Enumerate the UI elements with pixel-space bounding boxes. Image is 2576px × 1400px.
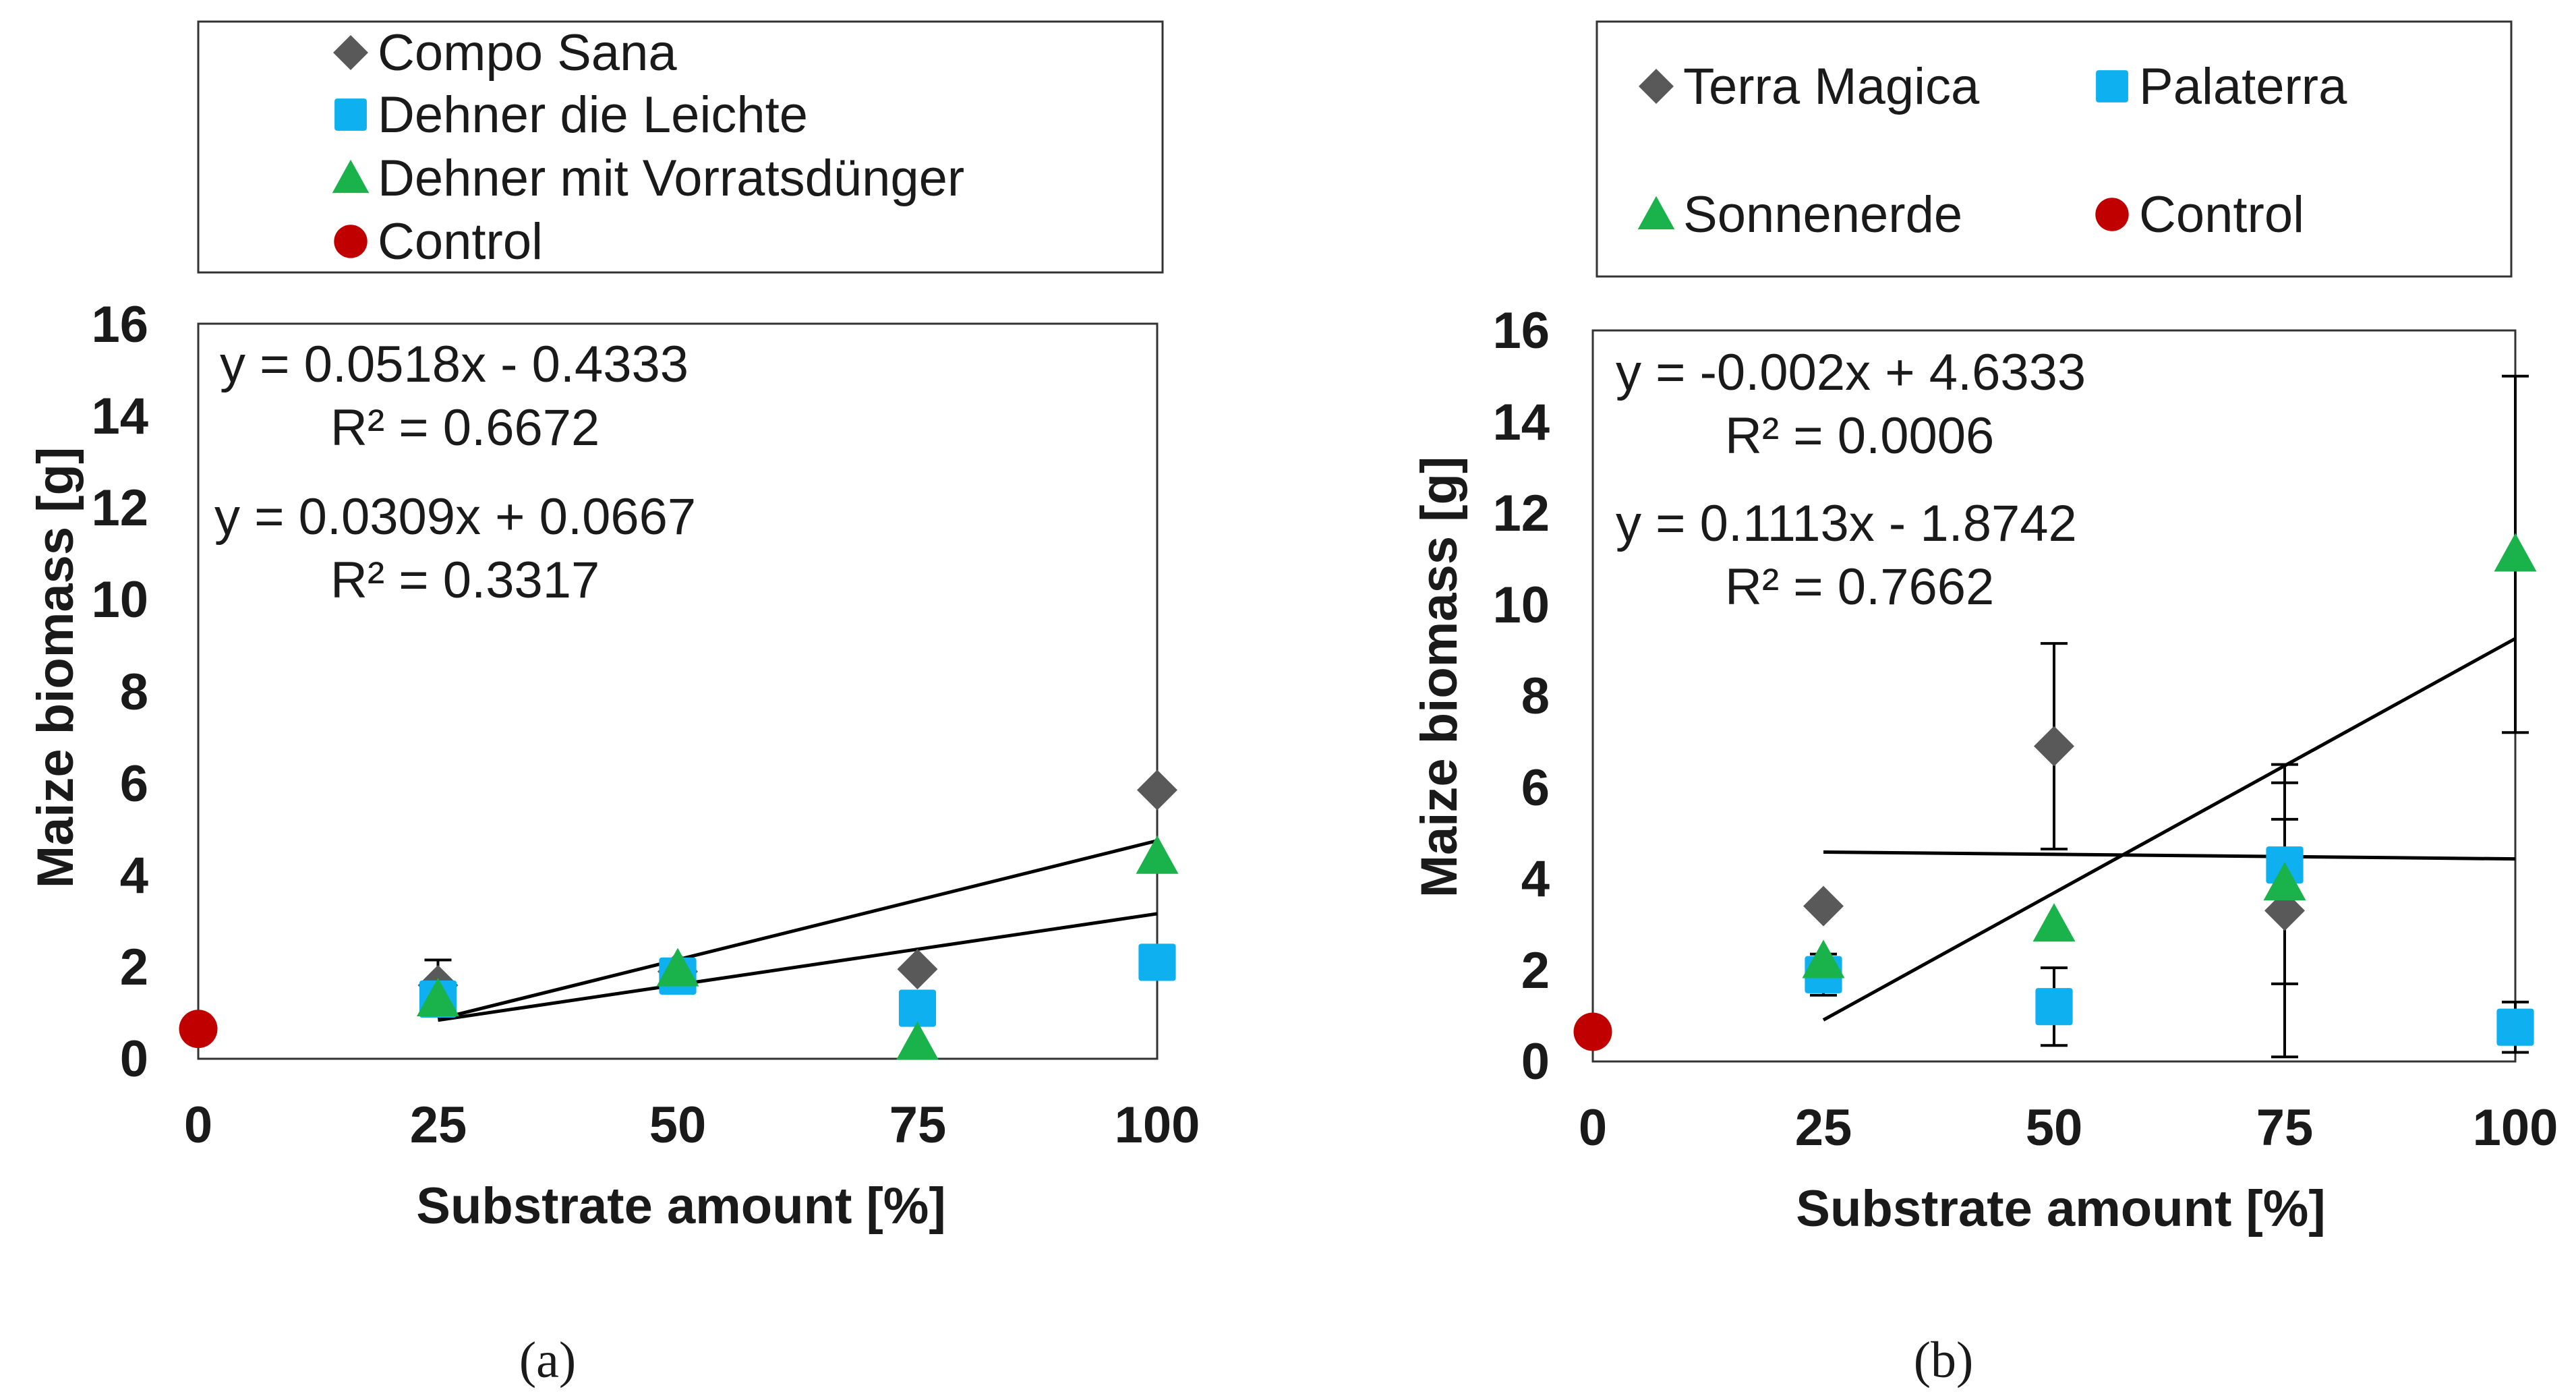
data-point-0-3-0 bbox=[179, 1010, 218, 1049]
data-point-0-2-3 bbox=[1136, 835, 1179, 874]
legend-marker-1-0 bbox=[1639, 69, 1674, 104]
y-tick-a-7: 14 bbox=[91, 388, 148, 445]
legend-marker-1-1 bbox=[2096, 70, 2128, 103]
x-tick-a-0: 0 bbox=[184, 1097, 212, 1154]
data-point-0-2-1 bbox=[656, 947, 699, 987]
data-point-1-2-2 bbox=[2263, 862, 2306, 901]
data-point-1-1-1 bbox=[2035, 988, 2073, 1026]
x-tick-a-3: 75 bbox=[889, 1097, 947, 1154]
equation-a-0: y = 0.0518x - 0.4333 bbox=[220, 336, 689, 393]
y-tick-a-6: 12 bbox=[91, 479, 148, 537]
data-point-0-2-2 bbox=[896, 1021, 939, 1060]
r2-b-1: R² = 0.7662 bbox=[1725, 558, 1994, 616]
legend-marker-0-0 bbox=[333, 35, 368, 70]
y-tick-a-1: 2 bbox=[120, 939, 148, 996]
marks-b bbox=[1573, 69, 2537, 1059]
legend-b-label-0: Terra Magica bbox=[1683, 58, 1980, 115]
chart-b: Terra Magica Palaterra Sonnenerde Contro… bbox=[1411, 20, 2558, 1389]
x-tick-labels-b: 0 25 50 75 100 bbox=[1579, 1099, 2558, 1157]
y-axis-title-a: Maize biomass [g] bbox=[27, 447, 84, 889]
panel-label-a: (a) bbox=[519, 1332, 576, 1389]
y-tick-labels-a: 0 2 4 6 8 10 12 14 16 bbox=[91, 296, 148, 1088]
y-tick-a-8: 16 bbox=[91, 296, 148, 353]
y-tick-b-0: 0 bbox=[1521, 1033, 1550, 1090]
trendline-1-1 bbox=[1822, 637, 2517, 1022]
legend-b-entries: Terra Magica Palaterra Sonnenerde Contro… bbox=[1683, 58, 2347, 243]
plot-area-a bbox=[197, 322, 1159, 1060]
marks-a bbox=[179, 35, 1179, 1060]
legend-a-label-3: Control bbox=[378, 213, 543, 270]
legend-marker-1-2 bbox=[1637, 196, 1675, 230]
y-tick-b-1: 2 bbox=[1521, 942, 1550, 999]
y-tick-a-3: 6 bbox=[120, 755, 148, 813]
x-tick-labels-a: 0 25 50 75 100 bbox=[184, 1097, 1200, 1154]
r2-a-0: R² = 0.6672 bbox=[330, 399, 599, 457]
y-tick-b-4: 8 bbox=[1521, 668, 1550, 725]
data-point-0-0-2 bbox=[897, 949, 938, 990]
data-point-1-3-0 bbox=[1573, 1012, 1612, 1051]
data-point-1-2-0 bbox=[1802, 939, 1845, 979]
x-axis-title-b: Substrate amount [%] bbox=[1796, 1180, 2325, 1237]
data-point-0-2-0 bbox=[417, 977, 459, 1016]
chart-a: Compo Sana Dehner die Leichte Dehner mit… bbox=[27, 20, 1200, 1389]
legend-marker-0-3 bbox=[334, 225, 368, 258]
legend-b-label-3: Control bbox=[2139, 186, 2304, 243]
y-tick-b-3: 6 bbox=[1521, 759, 1550, 817]
y-tick-b-5: 10 bbox=[1492, 577, 1550, 634]
x-tick-a-2: 50 bbox=[649, 1097, 707, 1154]
x-tick-b-3: 75 bbox=[2256, 1099, 2314, 1157]
equation-a-1: y = 0.0309x + 0.0667 bbox=[214, 488, 696, 546]
y-tick-a-0: 0 bbox=[120, 1030, 148, 1088]
data-point-0-1-2 bbox=[898, 989, 937, 1027]
x-axis-title-a: Substrate amount [%] bbox=[416, 1177, 945, 1235]
y-tick-b-2: 4 bbox=[1521, 850, 1550, 908]
trend-annotations-b: y = -0.002x + 4.6333 R² = 0.0006 y = 0.1… bbox=[1616, 344, 2086, 616]
trendline-0-1 bbox=[438, 912, 1158, 1022]
legend-b-label-1: Palaterra bbox=[2139, 58, 2347, 115]
trend-annotations-a: y = 0.0518x - 0.4333 R² = 0.6672 y = 0.0… bbox=[214, 336, 696, 609]
legend-a-entries: Compo Sana Dehner die Leichte Dehner mit… bbox=[378, 24, 964, 270]
data-point-1-0-2 bbox=[2264, 890, 2305, 931]
legend-marker-0-1 bbox=[334, 98, 367, 131]
data-point-1-0-1 bbox=[2034, 726, 2074, 767]
r2-b-0: R² = 0.0006 bbox=[1725, 407, 1994, 465]
x-tick-a-4: 100 bbox=[1115, 1097, 1200, 1154]
legend-b-label-2: Sonnenerde bbox=[1683, 186, 1962, 243]
trendline-1-0 bbox=[1823, 850, 2516, 861]
data-point-1-2-1 bbox=[2032, 903, 2076, 942]
data-point-1-0-0 bbox=[1803, 885, 1844, 927]
x-tick-b-2: 50 bbox=[2026, 1099, 2083, 1157]
data-point-0-0-3 bbox=[1137, 769, 1177, 811]
x-tick-a-1: 25 bbox=[410, 1097, 467, 1154]
y-tick-a-4: 8 bbox=[120, 664, 148, 721]
y-tick-labels-b: 0 2 4 6 8 10 12 14 16 bbox=[1492, 302, 1550, 1090]
data-point-1-1-3 bbox=[2496, 1008, 2534, 1046]
x-tick-b-1: 25 bbox=[1795, 1099, 1852, 1157]
data-point-0-1-3 bbox=[1138, 943, 1176, 981]
legend-a-label-1: Dehner die Leichte bbox=[378, 86, 808, 144]
panel-label-b: (b) bbox=[1914, 1332, 1974, 1389]
x-tick-b-0: 0 bbox=[1579, 1099, 1607, 1157]
equation-b-0: y = -0.002x + 4.6333 bbox=[1616, 344, 2086, 401]
r2-a-1: R² = 0.3317 bbox=[330, 552, 599, 609]
y-tick-a-2: 4 bbox=[120, 847, 148, 904]
y-tick-b-6: 12 bbox=[1492, 485, 1550, 542]
x-tick-b-4: 100 bbox=[2473, 1099, 2558, 1157]
legend-marker-1-3 bbox=[2095, 198, 2129, 231]
trendline-0-0 bbox=[437, 839, 1158, 1021]
equation-b-1: y = 0.1113x - 1.8742 bbox=[1616, 495, 2077, 552]
y-axis-title-b: Maize biomass [g] bbox=[1411, 457, 1468, 898]
data-point-1-2-3 bbox=[2494, 533, 2537, 572]
legend-b-box bbox=[1596, 20, 2513, 278]
legend-a-label-0: Compo Sana bbox=[378, 24, 677, 82]
y-tick-b-7: 14 bbox=[1492, 394, 1550, 451]
legend-marker-0-2 bbox=[332, 159, 370, 194]
y-tick-b-8: 16 bbox=[1492, 302, 1550, 359]
y-tick-a-5: 10 bbox=[91, 571, 148, 629]
legend-a-label-2: Dehner mit Vorratsdünger bbox=[378, 150, 964, 207]
